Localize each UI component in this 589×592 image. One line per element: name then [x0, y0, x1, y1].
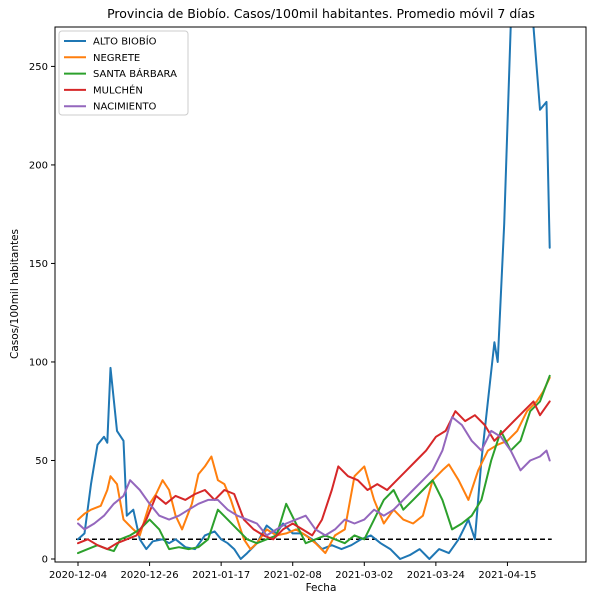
legend-label: SANTA BÁRBARA [93, 67, 177, 80]
series-line-mulchen [77, 400, 551, 551]
plot-area [55, 27, 586, 562]
y-tick-label: 250 [29, 62, 48, 73]
y-axis-label: Casos/100mil habitantes [9, 229, 21, 359]
x-tick-label: 2021-04-15 [478, 570, 536, 581]
series-line-negrete [77, 376, 551, 555]
y-tick-label: 150 [29, 259, 48, 270]
legend-label: NACIMIENTO [93, 102, 157, 113]
x-tick-label: 2020-12-04 [49, 570, 107, 581]
series-line-nacimiento [77, 416, 551, 537]
legend-label: MULCHÉN [93, 83, 143, 96]
legend: ALTO BIOBÍO NEGRETE SANTA BÁRBARA MULCHÉN NA… [58, 30, 189, 116]
legend-label: ALTO BIOBÍO [93, 35, 157, 48]
y-axis: 0 50 100 150 200 250 [29, 62, 55, 566]
series-layer [77, 27, 551, 560]
series-line-alto-biobio [77, 27, 551, 560]
x-tick-label: 2020-12-26 [121, 570, 179, 581]
y-tick-label: 0 [42, 555, 48, 566]
series-line-santa-barbara [77, 374, 551, 555]
chart-title: Provincia de Biobío. Casos/100mil habita… [107, 6, 535, 21]
legend-box [58, 30, 189, 116]
x-tick-label: 2021-03-02 [335, 570, 393, 581]
plot-frame [54, 26, 587, 563]
legend-label: NEGRETE [93, 53, 140, 64]
x-axis: 2020-12-04 2020-12-26 2021-01-17 2021-02-08… [49, 562, 537, 581]
x-tick-label: 2021-03-24 [407, 570, 465, 581]
x-axis-label: Fecha [306, 582, 337, 592]
x-tick-label: 2021-02-08 [264, 570, 322, 581]
y-tick-label: 100 [29, 357, 48, 368]
x-tick-label: 2021-01-17 [192, 570, 250, 581]
y-tick-label: 50 [35, 456, 48, 467]
y-tick-label: 200 [29, 160, 48, 171]
